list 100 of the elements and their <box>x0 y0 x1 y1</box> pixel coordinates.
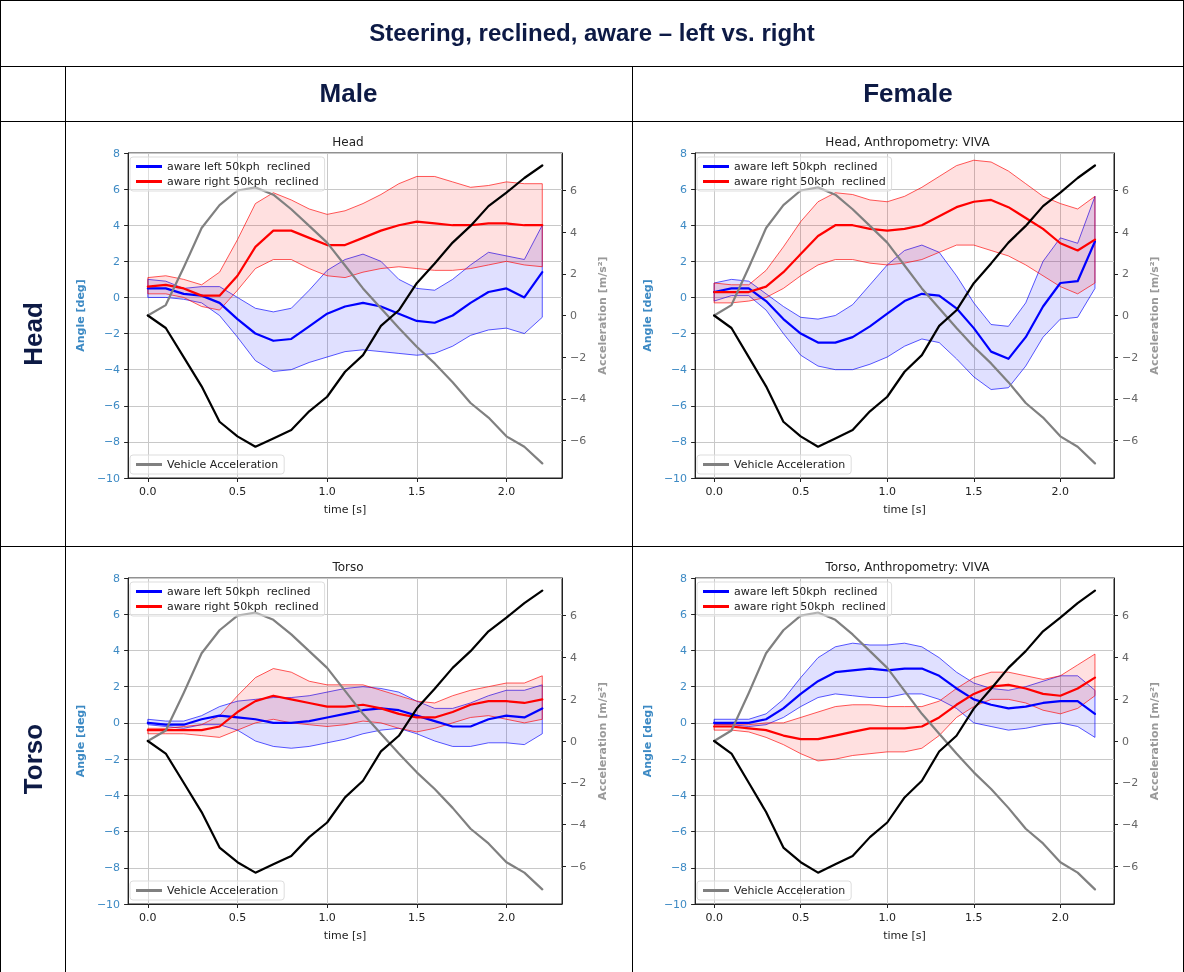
y2-tick-label: 6 <box>1122 609 1129 623</box>
line-series <box>146 694 544 732</box>
y2-tick-label: −2 <box>570 776 587 790</box>
y-tick-label: 4 <box>113 643 121 657</box>
y-tick-label: 8 <box>680 146 688 160</box>
y-tick-label: −10 <box>96 471 121 485</box>
x-tick-label: 1.5 <box>408 485 426 498</box>
y-tick-label: 0 <box>113 716 121 730</box>
y-tick-label: 2 <box>680 254 688 268</box>
y2-tick-label: 0 <box>1122 309 1129 322</box>
y-axis-title: Angle [deg] <box>641 279 654 352</box>
y2-tick-label: 4 <box>1122 225 1129 239</box>
y2-axis-title: Acceleration [m/s²] <box>1148 256 1162 375</box>
legend-label: Vehicle Acceleration <box>734 884 846 897</box>
y2-tick-label: −4 <box>1122 392 1139 406</box>
y-tick-label: −4 <box>670 788 688 802</box>
y2-tick-label: 4 <box>570 225 577 239</box>
x-tick-label: 1.0 <box>878 911 896 924</box>
y2-tick-label: −4 <box>1122 818 1139 832</box>
x-tick-label: 0.5 <box>791 485 810 498</box>
legend-label: aware right 50kph reclined <box>167 600 319 613</box>
chart-title: Torso, Anthropometry: VIVA <box>824 560 991 574</box>
y-tick-label: −8 <box>670 435 688 449</box>
y2-tick-label: −6 <box>570 434 587 447</box>
text: Steering, reclined, aware – left vs. right <box>368 18 816 48</box>
line-series <box>713 667 1097 724</box>
legend-label: Vehicle Acceleration <box>734 458 846 471</box>
text: Male <box>318 77 379 110</box>
x-tick-label: 2.0 <box>497 485 516 498</box>
x-tick-label: 0.0 <box>705 911 723 924</box>
y2-tick-label: 4 <box>1122 650 1129 664</box>
line-series <box>146 271 544 342</box>
y-tick-label: −6 <box>103 399 121 413</box>
y-axis-title: Angle [deg] <box>74 279 87 352</box>
y-tick-label: 8 <box>113 146 121 160</box>
x-axis-title: time [s] <box>883 929 926 942</box>
y2-tick-label: 0 <box>570 309 577 322</box>
legend-label: aware left 50kph reclined <box>167 160 311 173</box>
y-tick-label: 2 <box>680 680 688 694</box>
x-axis-title: time [s] <box>883 503 926 516</box>
x-tick-label: 0.5 <box>228 911 247 924</box>
y2-tick-label: 0 <box>570 734 577 748</box>
y2-tick-label: −2 <box>570 350 587 364</box>
text: Female <box>862 77 954 110</box>
y2-axis-title: Acceleration [m/s²] <box>1148 681 1162 801</box>
legend-label: aware left 50kph reclined <box>734 160 878 173</box>
text: Head <box>17 301 48 366</box>
y-tick-label: 4 <box>113 218 121 232</box>
y-tick-label: 0 <box>113 290 121 304</box>
y-tick-label: 8 <box>680 571 688 585</box>
y-tick-label: −4 <box>670 363 688 377</box>
y-tick-label: −10 <box>663 471 688 485</box>
y2-tick-label: −4 <box>570 392 587 406</box>
y-tick-label: −4 <box>103 363 121 377</box>
y-tick-label: −2 <box>103 327 121 341</box>
y2-tick-label: −6 <box>1122 434 1139 447</box>
x-tick-label: 0.5 <box>228 485 247 498</box>
x-tick-label: 1.5 <box>408 911 426 924</box>
y2-tick-label: 2 <box>570 692 577 706</box>
y2-tick-label: 0 <box>1122 734 1129 748</box>
x-tick-label: 1.0 <box>318 911 336 924</box>
y2-axis-title: Acceleration [m/s²] <box>596 681 610 801</box>
y-axis-title: Angle [deg] <box>641 704 654 778</box>
y-tick-label: 0 <box>680 290 688 304</box>
x-tick-label: 2.0 <box>1051 911 1070 924</box>
chart-title: Head, Anthropometry: VIVA <box>825 135 991 149</box>
y-tick-label: 8 <box>113 571 121 585</box>
y-tick-label: −8 <box>103 861 121 875</box>
y-tick-label: −4 <box>103 788 121 802</box>
x-tick-label: 1.5 <box>965 485 983 498</box>
y2-axis-title: Acceleration [m/s²] <box>596 256 610 375</box>
y-tick-label: −8 <box>103 435 121 449</box>
y-tick-label: −8 <box>670 861 688 875</box>
y-tick-label: 6 <box>113 607 121 621</box>
x-axis-title: time [s] <box>323 929 367 942</box>
y-tick-label: 6 <box>113 182 121 196</box>
y2-tick-label: −6 <box>570 859 587 873</box>
y2-tick-label: 2 <box>1122 692 1129 706</box>
x-tick-label: 0.0 <box>705 485 723 498</box>
y2-tick-label: 2 <box>1122 267 1129 281</box>
legend-label: Vehicle Acceleration <box>167 458 279 471</box>
line-series <box>713 240 1097 360</box>
line-series <box>713 198 1097 294</box>
x-tick-label: 1.0 <box>878 485 896 498</box>
legend-label: aware right 50kph reclined <box>734 600 886 613</box>
y-tick-label: −2 <box>103 752 121 766</box>
y-tick-label: 4 <box>680 218 688 232</box>
x-tick-label: 0.0 <box>139 911 157 924</box>
y-tick-label: 6 <box>680 182 688 196</box>
y-tick-label: −6 <box>670 825 688 839</box>
y2-tick-label: −2 <box>1122 776 1139 790</box>
y-tick-label: 0 <box>680 716 688 730</box>
y-tick-label: 4 <box>680 643 688 657</box>
legend-label: Vehicle Acceleration <box>167 884 279 897</box>
legend-label: aware right 50kph reclined <box>734 175 886 188</box>
y-tick-label: −6 <box>103 825 121 839</box>
text: Torso <box>17 723 48 795</box>
x-axis-title: time [s] <box>323 503 367 516</box>
legend-label: aware left 50kph reclined <box>734 585 878 598</box>
y-axis-title: Angle [deg] <box>74 704 87 778</box>
